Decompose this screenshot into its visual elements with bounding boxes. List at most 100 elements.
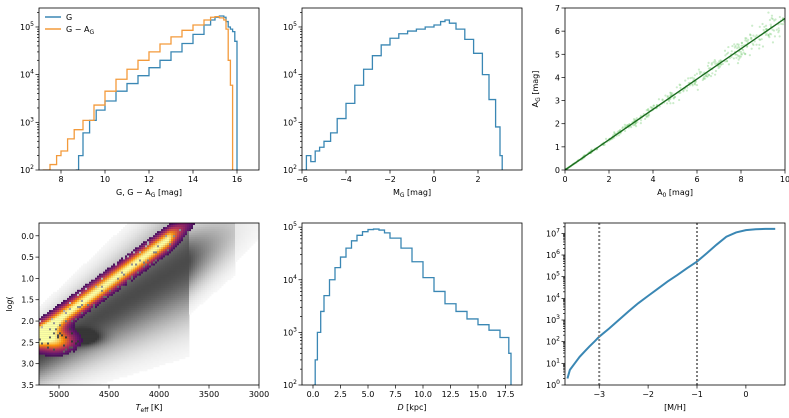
p4-cell — [127, 330, 130, 333]
p4-cell — [103, 322, 106, 325]
p4-cell — [59, 287, 62, 291]
p4-cell — [139, 237, 142, 240]
p4-cell — [125, 330, 128, 333]
p4-cell — [141, 306, 144, 309]
p4-color-cell — [91, 293, 94, 297]
p4-cell — [49, 366, 52, 370]
p4-color-cell — [47, 352, 50, 356]
p4-color-cell — [77, 344, 80, 347]
p4-cell — [135, 312, 138, 315]
p4-cell — [75, 318, 78, 321]
p4-cell — [71, 320, 74, 323]
p4-cell — [101, 271, 104, 275]
p4-color-cell — [85, 312, 88, 315]
p4-cell — [113, 241, 116, 244]
p4-cell — [81, 283, 84, 287]
p4-cell — [117, 362, 120, 366]
p4-cell — [75, 279, 78, 283]
p4-cell — [115, 344, 118, 347]
p4-color-cell — [151, 263, 154, 266]
p4-cell — [105, 326, 108, 329]
p4-cell — [99, 326, 102, 329]
p4-color-cell — [55, 320, 58, 323]
p4-color-cell — [77, 342, 80, 345]
p4-cell — [139, 275, 142, 279]
p4-color-cell — [145, 267, 148, 270]
p4-cell — [151, 223, 154, 226]
p3-point — [652, 104, 655, 107]
p4-color-cell — [67, 334, 70, 337]
p3-point — [765, 28, 768, 31]
p4-color-cell — [105, 291, 108, 295]
p4-color-cell — [113, 273, 116, 277]
p4-cell — [147, 362, 150, 366]
p4-color-cell — [129, 269, 132, 272]
p4-cell — [65, 336, 68, 339]
p4-cell — [95, 340, 98, 343]
p4-cell — [125, 334, 128, 337]
p4-cell — [127, 233, 130, 236]
p4-color-cell — [71, 308, 74, 311]
p4-color-cell — [125, 265, 128, 268]
p3-point — [633, 123, 637, 126]
p4-color-cell — [149, 243, 152, 246]
p4-cell — [81, 275, 84, 279]
p4-cell — [99, 352, 102, 356]
p4-cell — [137, 241, 140, 244]
p4-color-cell — [87, 287, 90, 291]
p4-cell — [55, 370, 58, 374]
p4-cell — [95, 376, 98, 380]
p3-point — [764, 27, 768, 31]
p4-color-cell — [119, 265, 122, 268]
p4-cell — [139, 295, 142, 299]
p4-cell — [67, 287, 70, 291]
p4-color-cell — [43, 344, 46, 347]
p4-cell — [93, 358, 96, 362]
p4-cell — [73, 285, 76, 289]
p4-color-cell — [73, 316, 76, 319]
p4-cell — [117, 360, 120, 364]
p4-cell — [127, 346, 130, 349]
p4-cell — [117, 358, 120, 362]
p4-cell — [119, 233, 122, 236]
p4-cell — [45, 299, 48, 303]
p4-cell — [149, 279, 152, 283]
p4-cell — [69, 346, 72, 349]
p4-cell — [117, 372, 120, 376]
p4-cell — [97, 259, 100, 262]
p4-color-cell — [77, 299, 80, 303]
p4-cell — [149, 304, 152, 307]
p4-cell — [137, 316, 140, 319]
p4-cell — [107, 308, 110, 311]
p4-color-cell — [57, 310, 60, 313]
p4-cell — [55, 356, 58, 360]
p4-cell — [123, 257, 126, 260]
p4-cell — [83, 358, 86, 362]
p4-color-cell — [133, 259, 136, 262]
p4-cell — [79, 354, 82, 358]
p4-color-cell — [61, 336, 64, 339]
p4-cell — [115, 251, 118, 254]
p4-cell — [97, 360, 100, 364]
p4-cell — [121, 318, 124, 321]
p4-color-cell — [43, 332, 46, 335]
p4-cell — [39, 360, 42, 364]
p4-color-cell — [135, 269, 138, 272]
p4-color-cell — [107, 273, 110, 277]
p4-cell — [121, 370, 124, 374]
p4-cell — [133, 301, 136, 305]
p4-cell — [77, 380, 80, 384]
p1-xtick-label-1: 10 — [100, 175, 110, 184]
p4-color-cell — [105, 293, 108, 297]
p4-cell — [65, 293, 68, 297]
p4-cell — [135, 328, 138, 331]
p4-cell — [111, 374, 114, 378]
p4-color-cell — [137, 251, 140, 254]
p4-cell — [119, 348, 122, 351]
p4-cell — [129, 301, 132, 305]
p4-color-cell — [123, 267, 126, 270]
p2-ytick-label-3: 105 — [283, 21, 297, 32]
p4-color-cell — [127, 263, 130, 266]
p4-cell — [111, 328, 114, 331]
p4-cell — [105, 267, 108, 270]
